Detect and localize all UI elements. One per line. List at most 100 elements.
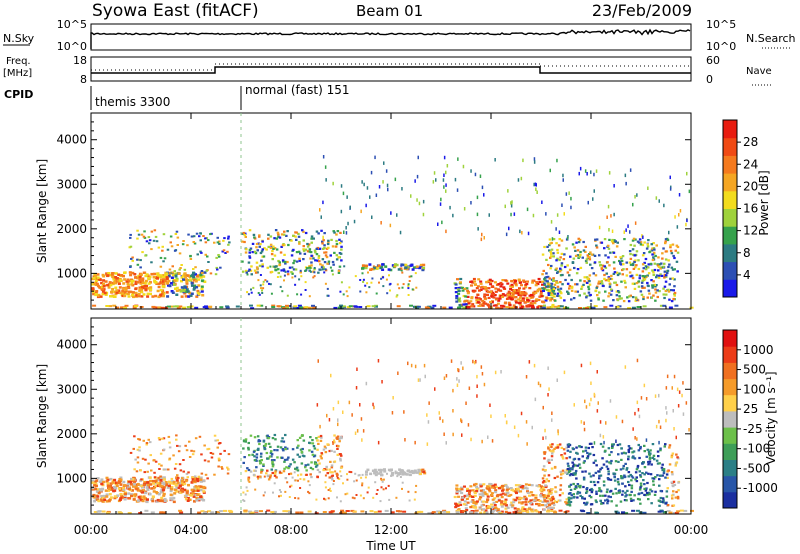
scatter-cell	[213, 473, 216, 476]
scatter-cell	[262, 463, 265, 466]
scatter-cell	[331, 273, 334, 276]
scatter-cell	[491, 285, 495, 288]
scatter-cell	[631, 263, 635, 267]
colorbar-swatch	[723, 427, 737, 444]
scatter-cell	[114, 272, 118, 275]
scatter-cell	[355, 479, 358, 482]
scatter-cell	[356, 367, 358, 371]
scatter-cell	[518, 511, 523, 514]
scatter-cell	[563, 370, 566, 375]
scatter-cell	[245, 271, 248, 274]
scatter-cell	[633, 282, 636, 285]
scatter-cell	[342, 293, 345, 296]
scatter-cell	[266, 509, 271, 512]
scatter-cell	[558, 238, 561, 241]
scatter-cell	[107, 489, 110, 492]
scatter-cell	[136, 482, 140, 486]
scatter-cell	[150, 469, 153, 472]
scatter-cell	[546, 245, 549, 248]
scatter-cell	[597, 298, 600, 301]
scatter-cell	[144, 458, 147, 461]
scatter-cell	[190, 481, 194, 484]
scatter-cell	[547, 393, 549, 397]
scatter-cell	[405, 473, 409, 476]
scatter-cell	[482, 508, 486, 511]
scatter-cell	[496, 493, 500, 497]
scatter-cell	[603, 273, 606, 277]
scatter-cell	[619, 468, 623, 471]
scatter-cell	[567, 471, 571, 474]
scatter-cell	[610, 214, 612, 218]
scatter-cell	[654, 254, 657, 258]
scatter-cell	[169, 489, 173, 493]
scatter-cell	[315, 437, 318, 440]
scatter-cell	[92, 292, 96, 296]
scatter-cell	[585, 490, 589, 493]
scatter-cell	[112, 278, 116, 281]
scatter-cell	[302, 249, 306, 252]
scatter-cell	[583, 460, 586, 463]
scatter-cell	[111, 275, 115, 279]
scatter-cell	[565, 498, 568, 501]
scatter-cell	[663, 276, 666, 279]
scatter-cell	[124, 492, 127, 496]
scatter-cell	[550, 284, 553, 288]
scatter-cell	[589, 452, 592, 455]
scatter-cell	[202, 479, 206, 483]
scatter-cell	[533, 157, 536, 161]
scatter-cell	[285, 306, 290, 309]
scatter-cell	[472, 500, 476, 504]
scatter-cell	[549, 256, 552, 259]
scatter-cell	[260, 468, 263, 471]
scatter-cell	[283, 269, 286, 272]
scatter-cell	[257, 242, 260, 245]
scatter-cell	[520, 299, 524, 302]
scatter-cell	[382, 488, 385, 491]
scatter-cell	[297, 479, 299, 482]
scatter-cell	[361, 264, 365, 267]
scatter-cell	[167, 484, 171, 488]
scatter-cell	[555, 267, 558, 270]
scatter-cell	[454, 283, 458, 286]
scatter-cell	[569, 488, 573, 491]
sky-label: N.Sky	[3, 32, 35, 45]
scatter-cell	[165, 276, 169, 279]
scatter-cell	[281, 244, 285, 247]
scatter-cell	[161, 249, 164, 252]
scatter-cell	[654, 394, 657, 398]
scatter-cell	[689, 306, 694, 309]
scatter-cell	[659, 474, 663, 477]
scatter-cell	[456, 278, 459, 281]
scatter-cell	[467, 493, 471, 496]
scatter-cell	[518, 287, 521, 290]
y-tick-label: 1000	[56, 266, 87, 280]
scatter-cell	[499, 503, 503, 506]
scatter-cell	[247, 293, 250, 296]
scatter-cell	[380, 478, 383, 481]
scatter-cell	[562, 173, 564, 178]
scatter-cell	[544, 485, 548, 489]
scatter-cell	[205, 237, 208, 240]
scatter-cell	[517, 490, 520, 493]
scatter-cell	[333, 306, 338, 309]
scatter-cell	[167, 468, 170, 471]
scatter-cell	[640, 491, 644, 495]
scatter-cell	[609, 304, 614, 307]
scatter-cell	[248, 268, 251, 271]
scatter-cell	[102, 494, 106, 498]
scatter-cell	[678, 213, 680, 217]
scatter-cell	[380, 473, 384, 477]
scatter-cell	[404, 438, 406, 442]
scatter-cell	[551, 495, 555, 498]
scatter-cell	[324, 447, 327, 450]
scatter-cell	[166, 295, 170, 298]
scatter-cell	[269, 235, 273, 238]
scatter-cell	[404, 266, 408, 270]
sky-trace	[90, 28, 691, 49]
scatter-cell	[545, 500, 549, 503]
scatter-cell	[539, 485, 543, 488]
scatter-cell	[472, 290, 476, 293]
scatter-cell	[209, 452, 213, 454]
cpid-row: CPID themis 3300 normal (fast) 151	[4, 83, 349, 110]
